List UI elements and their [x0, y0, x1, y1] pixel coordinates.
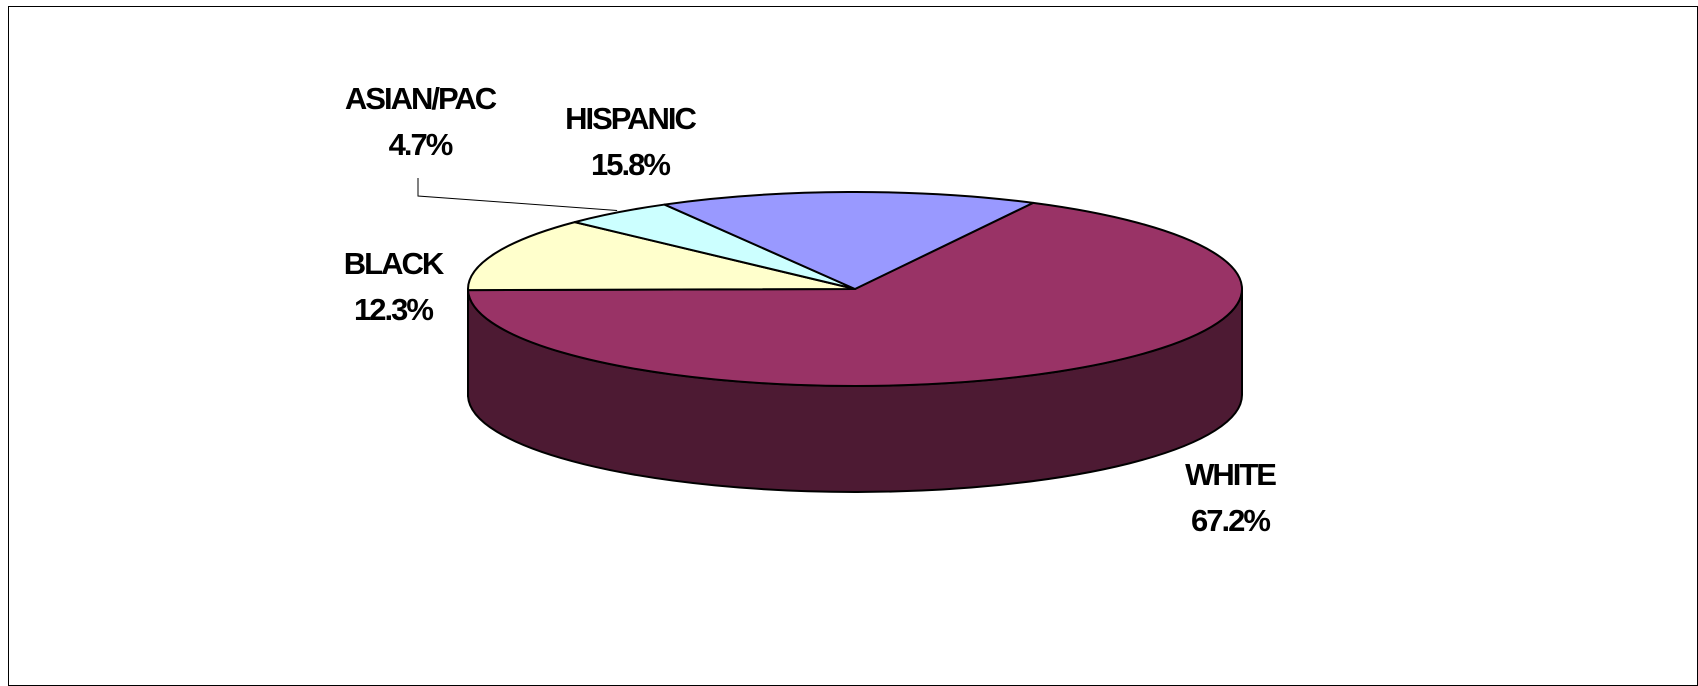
label-hispanic-value: 15.8%: [540, 142, 720, 188]
label-hispanic-name: HISPANIC: [540, 96, 720, 142]
label-black-name: BLACK: [318, 241, 468, 287]
label-hispanic: HISPANIC 15.8%: [540, 96, 720, 188]
label-white-name: WHITE: [1150, 452, 1310, 498]
label-black-value: 12.3%: [318, 287, 468, 333]
label-asian-pac: ASIAN/PAC 4.7%: [320, 76, 520, 168]
label-black: BLACK 12.3%: [318, 241, 468, 333]
label-white-value: 67.2%: [1150, 498, 1310, 544]
label-asian-pac-value: 4.7%: [320, 122, 520, 168]
label-asian-pac-name: ASIAN/PAC: [320, 76, 520, 122]
label-white: WHITE 67.2%: [1150, 452, 1310, 544]
